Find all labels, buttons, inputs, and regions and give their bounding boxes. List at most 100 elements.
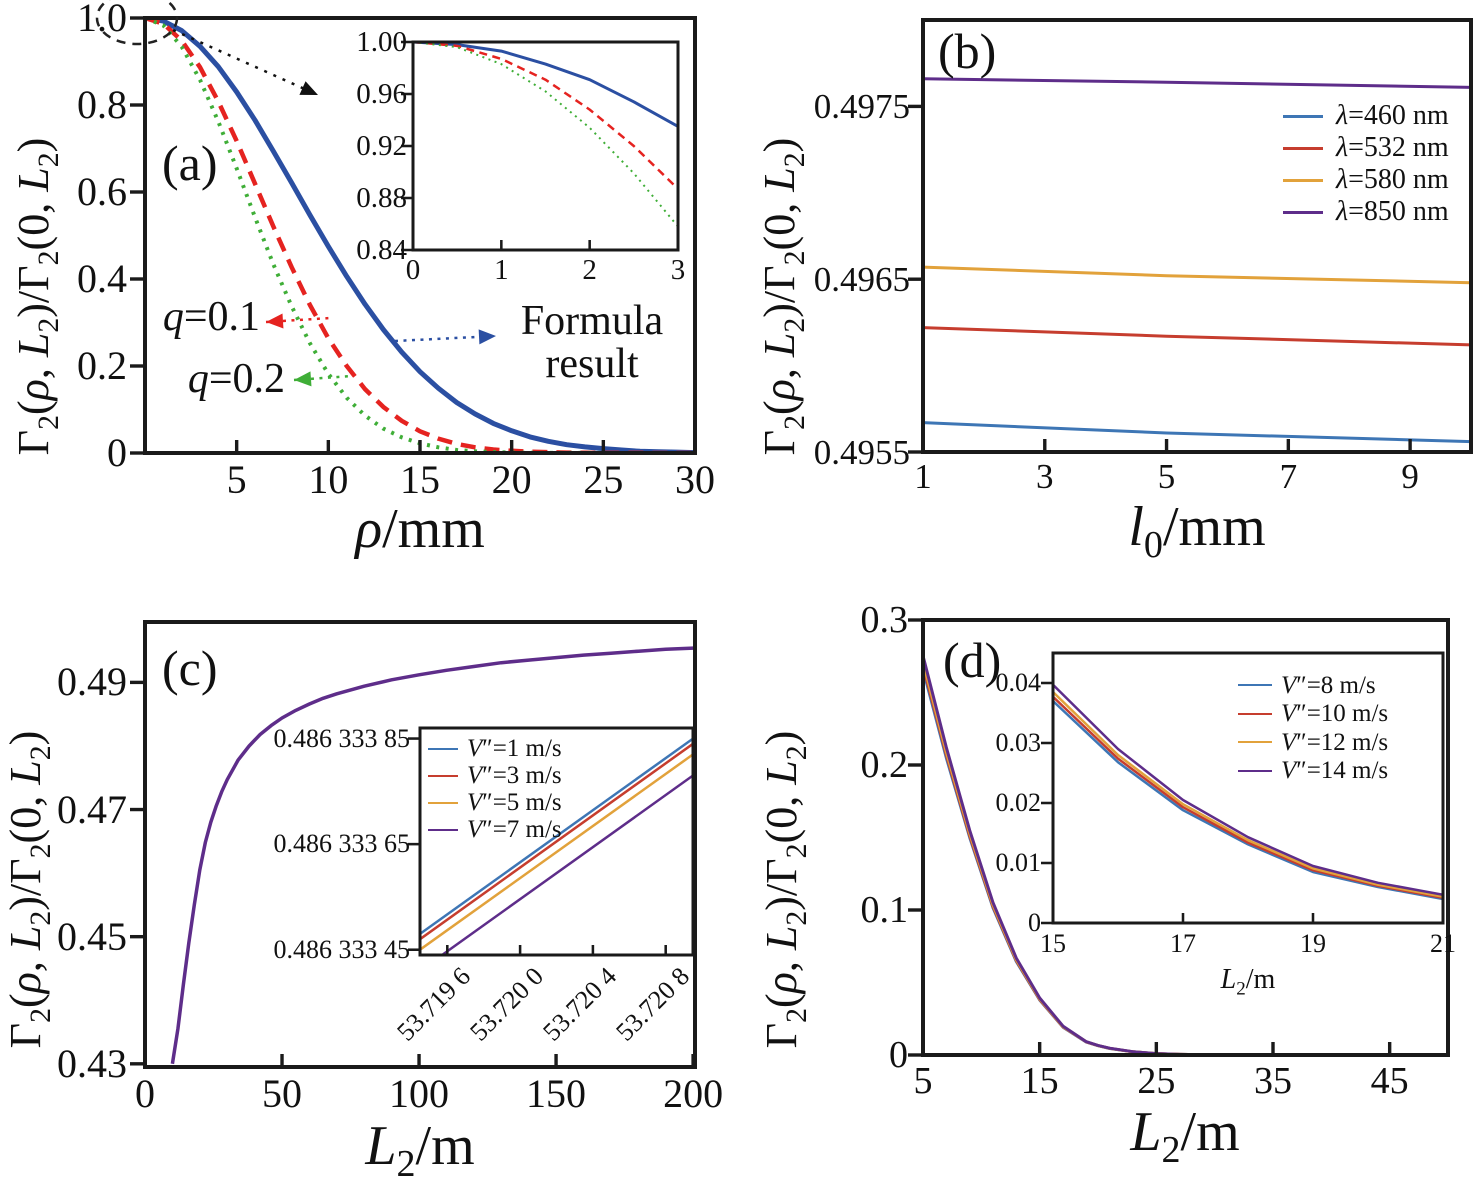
d-inset-y-tick-label: 0.04 [995,668,1042,697]
c-main-x-tick-label: 200 [663,1071,724,1116]
d-inset-inner-x-axis-label: L2/m [1220,964,1276,1000]
c-inset-series-group [420,737,693,955]
a-annotation-arrow-0-head [266,313,284,329]
a-inset-x-tick-label: 3 [670,254,686,286]
d-inset-legend-label: V″=12 m/s [1281,728,1389,756]
b-x-axis-label: l0/mm [1128,496,1266,567]
d-main-x-tick-label: 25 [1137,1060,1176,1102]
d-inset-legend-item: V″=14 m/s [1238,757,1388,786]
b-panel-tag: (b) [938,23,997,79]
panel-a: 5 10 15 20 25 30 0 0.2 0.4 0.6 0.8 1.0 0 1 2 3 0.84 0.88 0… [0,0,738,593]
c-inset-legend-label: V″=1 m/s [467,735,562,762]
b-main-x-tick-label: 9 [1401,457,1419,496]
b-main-x-tick-label: 7 [1279,457,1298,496]
c-inset-series-line-2 [420,753,693,951]
a-inset-x-tick-label: 2 [582,254,597,286]
a-inset-x-tick-label: 0 [405,254,421,286]
a-y-axis-label: Γ2(ρ, L2)/Γ2(0, L2) [9,137,65,456]
d-inset-legend-line-sample [1238,684,1272,687]
a-inset-y-tick-label: 0.96 [356,77,407,110]
c-main-x-tick-label: 50 [262,1071,303,1116]
d-main-y-tick-label: 0.3 [860,599,909,641]
c-main-y-tick-label: 0.49 [57,659,127,705]
a-inset-x-tick-label: 1 [494,254,509,286]
a-main-x-tick-label: 10 [308,457,349,502]
a-main-x-tick-label: 25 [583,457,624,502]
a-main-x-tick-label: 5 [226,457,247,502]
b-main-legend-item: λ=532 nm [1283,132,1449,164]
a-inset-y-tick-label: 0.88 [356,181,407,214]
c-main-x-tick-label: 0 [135,1071,155,1116]
a-inset-series-line-2 [413,42,678,228]
d-main-y-tick-label: 0.1 [860,889,909,931]
d-inset-series-line-2 [1053,691,1443,898]
panel-b: 1 3 5 7 9 0.4955 0.4965 0.4975 λ=460 nm λ=532 nm λ… [738,0,1476,593]
a-x-axis-label: ρ/mm [355,498,485,560]
d-inset-legend-label: V″=8 m/s [1281,671,1376,699]
d-main-y-tick-label: 0.2 [860,744,909,786]
c-inset-legend-line-sample [428,828,458,831]
c-main-y-tick-label: 0.47 [57,786,127,832]
a-inset-axes-frame [411,40,680,252]
b-main-y-tick-label: 0.4965 [813,259,910,299]
c-inset-series-line-0 [420,737,693,935]
a-main-y-tick-label: 0.6 [77,169,127,214]
b-main-axes-frame [921,18,1473,454]
c-inset-legend-item: V″=7 m/s [428,816,562,843]
c-main-x-tick-label: 100 [389,1071,450,1116]
d-inset-legend-line-sample [1238,741,1272,744]
c-inset-legend-label: V″=5 m/s [467,789,562,816]
panel-d: 5 15 25 35 45 0 0.1 0.2 0.3 15 17 19 21 0 0.01 0.02 0.03… [738,593,1476,1186]
d-inset-x-tick-label: 15 [1040,929,1066,958]
d-main-x-tick-label: 45 [1370,1060,1409,1102]
a-inset-y-tick-label: 0.84 [356,233,407,266]
b-main-legend-item: λ=850 nm [1283,196,1449,228]
c-main-x-tick-label: 150 [526,1071,587,1116]
b-main-x-tick-label: 1 [914,457,932,496]
b-main-legend-line-sample [1283,114,1323,118]
d-inset-axes-frame [1051,651,1445,925]
a-highlight-ellipse [95,0,179,46]
c-inset-series-line-3 [439,774,693,955]
d-inset-legend-line-sample [1238,769,1272,772]
d-inset-legend-item: V″=10 m/s [1238,700,1388,729]
a-panel-tag: (a) [162,135,218,191]
d-inset-x-tick-label: 17 [1170,929,1196,958]
c-main-series-group [170,646,694,1065]
b-main-x-tick-label: 3 [1036,457,1054,496]
a-main-x-tick-label: 30 [675,457,715,502]
a-inset-series-line-1 [413,42,678,190]
b-main-x-tick-label: 5 [1157,457,1176,496]
b-main-legend: λ=460 nm λ=532 nm λ=580 nm λ=850 nm [1283,100,1449,228]
a-main-y-tick-label: 1.0 [77,0,127,40]
c-inset-legend-label: V″=7 m/s [467,816,562,843]
a-main-y-tick-label: 0.2 [77,343,127,388]
a-annotation-arrow-2-head [478,329,496,345]
a-main-y-tick-label: 0.4 [77,256,127,301]
panel-c: 0 50 100 150 200 0.43 0.45 0.47 0.49 53.719 6 53.7… [0,593,738,1186]
b-main-legend-item: λ=460 nm [1283,100,1449,132]
d-inset-legend: V″=8 m/s V″=10 m/s V″=12 m/s V″=14 m/s [1238,671,1388,785]
a-inset-y-tick-label: 1.00 [356,25,407,58]
d-main-y-tick-label: 0 [889,1034,908,1076]
d-inset-series-group [1053,683,1443,901]
c-inset-legend: V″=1 m/s V″=3 m/s V″=5 m/s V″=7 m/s [428,735,562,843]
d-x-axis-label: L2/m [1130,1101,1240,1172]
b-main-series-group [923,77,1471,444]
a-main-x-tick-label: 20 [491,457,532,502]
a-main-x-tick-label: 15 [400,457,440,502]
a-main-y-tick-label: 0 [107,430,127,475]
d-inset-y-tick-label: 0.02 [995,788,1042,817]
b-y-axis-label: Γ2(ρ, L2)/Γ2(0, L2) [755,137,811,456]
c-inset-legend-line-sample [428,774,458,777]
a-main-series-line-2 [145,18,695,453]
b-main-series-line-3 [923,77,1471,89]
b-main-legend-item: λ=580 nm [1283,164,1449,196]
d-inset-y-tick-label: 0 [1028,908,1041,937]
d-inset-legend-line-sample [1238,712,1272,715]
c-inset-y-tick-label: 0.486 333 45 [273,934,411,964]
c-inset-legend-label: V″=3 m/s [467,762,562,789]
b-main-series-line-2 [923,265,1471,285]
c-y-axis-label: Γ2(ρ, L2)/Γ2(0, L2) [1,730,57,1049]
